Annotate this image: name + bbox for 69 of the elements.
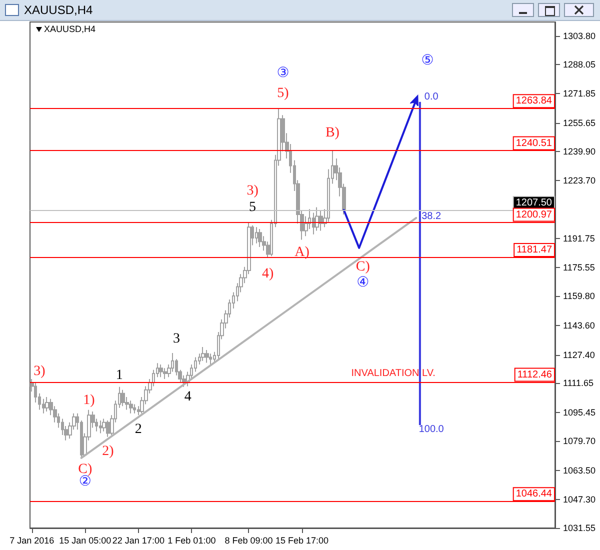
y-tick-label: 1079.70 [563, 436, 596, 446]
annotation: C) [78, 462, 92, 477]
annotation: C) [356, 259, 370, 274]
annotation: 5) [277, 86, 290, 101]
annotation: ⑤ [421, 53, 434, 68]
annotation: 5 [249, 200, 256, 215]
annotation: B) [325, 126, 340, 141]
y-tick-label: 1288.05 [563, 59, 596, 70]
ref-line-label: 1112.46 [517, 369, 552, 380]
annotation: 4 [184, 390, 192, 405]
chart-title: XAUUSD,H4 [24, 3, 93, 17]
annotation: 3) [246, 184, 259, 198]
candlestick [45, 396, 49, 412]
y-tick-label: 1175.55 [563, 262, 595, 273]
y-tick-label: 1191.75 [563, 233, 595, 244]
y-tick-label: 1255.65 [563, 118, 596, 128]
y-tick-label: 1239.90 [563, 146, 596, 156]
candlestick [258, 228, 262, 248]
y-tick-label: 1271.85 [563, 88, 596, 99]
x-tick-label: 15 Feb 17:00 [275, 536, 329, 546]
y-tick-label: 1047.30 [563, 494, 596, 505]
candlestick [205, 350, 209, 364]
y-tick-label: 1063.50 [563, 465, 596, 476]
candlestick [159, 364, 163, 378]
x-tick-label: 1 Feb 01:00 [168, 536, 216, 546]
annotation: 2) [102, 444, 114, 459]
annotation: 100.0 [418, 424, 444, 436]
candlestick [255, 226, 258, 244]
candlestick [99, 420, 102, 434]
annotation: 2 [134, 422, 142, 438]
ref-line-label: 1200.97 [516, 209, 552, 220]
annotation: A) [294, 244, 310, 260]
candlestick [319, 210, 323, 232]
chart-subtitle: XAUUSD,H4 [44, 24, 96, 34]
annotation: ④ [356, 276, 370, 291]
ref-line-label: 1263.84 [516, 96, 552, 107]
y-tick-label: 1159.80 [563, 291, 595, 302]
x-tick-label: 8 Feb 09:00 [224, 536, 273, 546]
ref-line-label: 1207.50 [516, 197, 552, 208]
y-tick-label: 1031.55 [563, 523, 596, 533]
x-tick-label: 15 Jan 05:00 [59, 536, 112, 546]
annotation: 0.0 [424, 92, 439, 103]
annotation: 1 [116, 368, 123, 383]
y-tick-label: 1095.45 [563, 408, 596, 418]
candlestick [133, 404, 136, 414]
candlestick [315, 206, 319, 232]
annotation: 1) [83, 393, 96, 408]
x-tick-label: 7 Jan 2016 [10, 536, 54, 546]
ref-line-label: 1181.47 [516, 244, 552, 256]
candlestick [201, 346, 205, 362]
annotation: 3 [172, 332, 180, 347]
annotation: 38.2 [422, 210, 442, 222]
ref-line-label: 1046.44 [516, 488, 552, 500]
candlestick [209, 353, 212, 366]
y-tick-label: 1111.65 [563, 378, 594, 388]
annotation: 3) [34, 364, 46, 380]
y-tick-label: 1143.60 [563, 320, 595, 330]
candlestick [163, 368, 167, 380]
ref-line-label: 1240.51 [516, 138, 552, 149]
y-tick-label: 1127.40 [563, 350, 595, 360]
candlestick [129, 400, 133, 414]
annotation: INVALIDATION LV. [351, 368, 436, 380]
candlestick [121, 389, 125, 407]
x-tick-label: 22 Jan 17:00 [112, 536, 164, 546]
annotation: ② [78, 474, 92, 490]
annotation: ③ [276, 66, 290, 82]
annotation: 4) [262, 266, 274, 282]
y-tick-label: 1223.70 [563, 176, 596, 186]
y-tick-label: 1303.80 [563, 30, 596, 41]
